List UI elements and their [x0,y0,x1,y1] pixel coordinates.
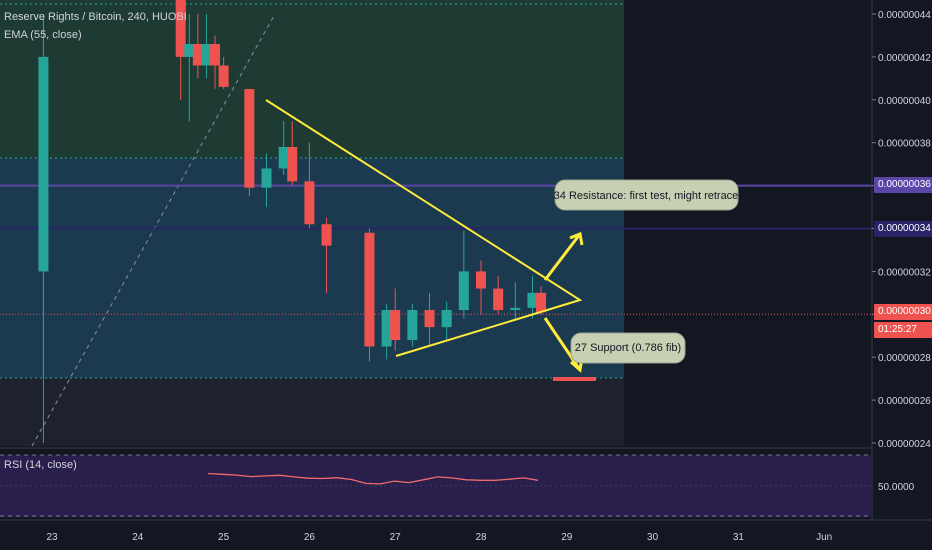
chart-title: Reserve Rights / Bitcoin, 240, HUOBI [4,11,187,23]
time-tick-label: Jun [816,532,832,543]
time-tick-label: 29 [561,532,573,543]
triangle-pattern [265,99,583,357]
candle-body [364,232,375,347]
ema-legend: EMA (55, close) [4,29,82,41]
price-tick-label: 0.00000032 [878,267,931,278]
support-callout [570,332,686,364]
candle-body [175,0,186,57]
candle-body [441,310,452,328]
resistance-callout-text: 34 Resistance: first test, might retrace [554,190,739,202]
rsi-line [207,472,539,485]
candle-body [536,292,547,313]
rsi-legend: RSI (14, close) [4,459,77,471]
green-zone [0,0,624,158]
candle-body [381,310,392,347]
rsi-pane: 50.0000 [0,447,915,517]
candle-body [458,271,469,311]
price-axis-bg [872,0,932,520]
breakout-arrow-up [543,233,582,281]
candle-body [527,292,538,308]
candle-body [493,288,504,311]
candle-body [424,310,435,328]
candles-layer [38,0,547,443]
price-tick-label: 0.00000044 [878,10,931,21]
time-tick-label: 30 [647,532,659,543]
candle-body [510,307,521,311]
price-tag-resistance-36: 0.00000036 [874,177,932,193]
time-tick-label: 27 [390,532,402,543]
candle-body [210,44,221,66]
price-axis[interactable]: 0.00000044 0.00000042 0.00000040 0.00000038… [871,0,932,520]
candle-body [278,146,289,169]
candle-body [476,271,486,289]
price-tick-label: 0.00000040 [878,96,931,107]
candle-body [261,168,272,188]
price-tag-resistance-34: 0.00000034 [874,221,932,237]
price-tick-label: 0.00000024 [878,439,931,450]
price-tick-label: 0.00000042 [878,53,931,64]
candle-body [184,44,195,57]
time-tick-label: 28 [475,532,487,543]
time-tick-label: 31 [733,532,745,543]
candle-body [244,89,255,188]
grey-zone [0,378,624,446]
candle-body [192,44,203,66]
candle-body [201,44,212,66]
time-tick-label: 25 [218,532,230,543]
candle-body [218,65,229,87]
rsi-axis-label: 50.0000 [878,482,915,493]
breakdown-arrow-down [543,317,582,371]
candle-body [287,146,298,182]
candle-body [321,224,332,246]
price-tick-label: 0.00000038 [878,139,931,150]
breakout-arrowhead-up [569,231,584,246]
candle-body [407,310,418,341]
time-axis[interactable]: 23 24 25 26 27 28 29 30 31 Jun [0,519,932,543]
candle-body [390,310,401,341]
countdown-tag: 01:25:27 [874,322,932,338]
time-tick-label: 23 [46,532,58,543]
resistance-callout [554,179,739,211]
price-tick-label: 0.00000026 [878,396,931,407]
time-tick-label: 26 [304,532,316,543]
candle-body [304,181,315,225]
time-tick-label: 24 [132,532,144,543]
diagonal-dashed-line [31,13,276,447]
price-tick-label: 0.00000028 [878,353,931,364]
support-callout-text: 27 Support (0.786 fib) [575,342,681,354]
price-tag-last: 0.00000030 [874,304,932,320]
pattern-drawings: 34 Resistance: first test, might retrace… [265,99,739,381]
candle-body [38,56,49,272]
